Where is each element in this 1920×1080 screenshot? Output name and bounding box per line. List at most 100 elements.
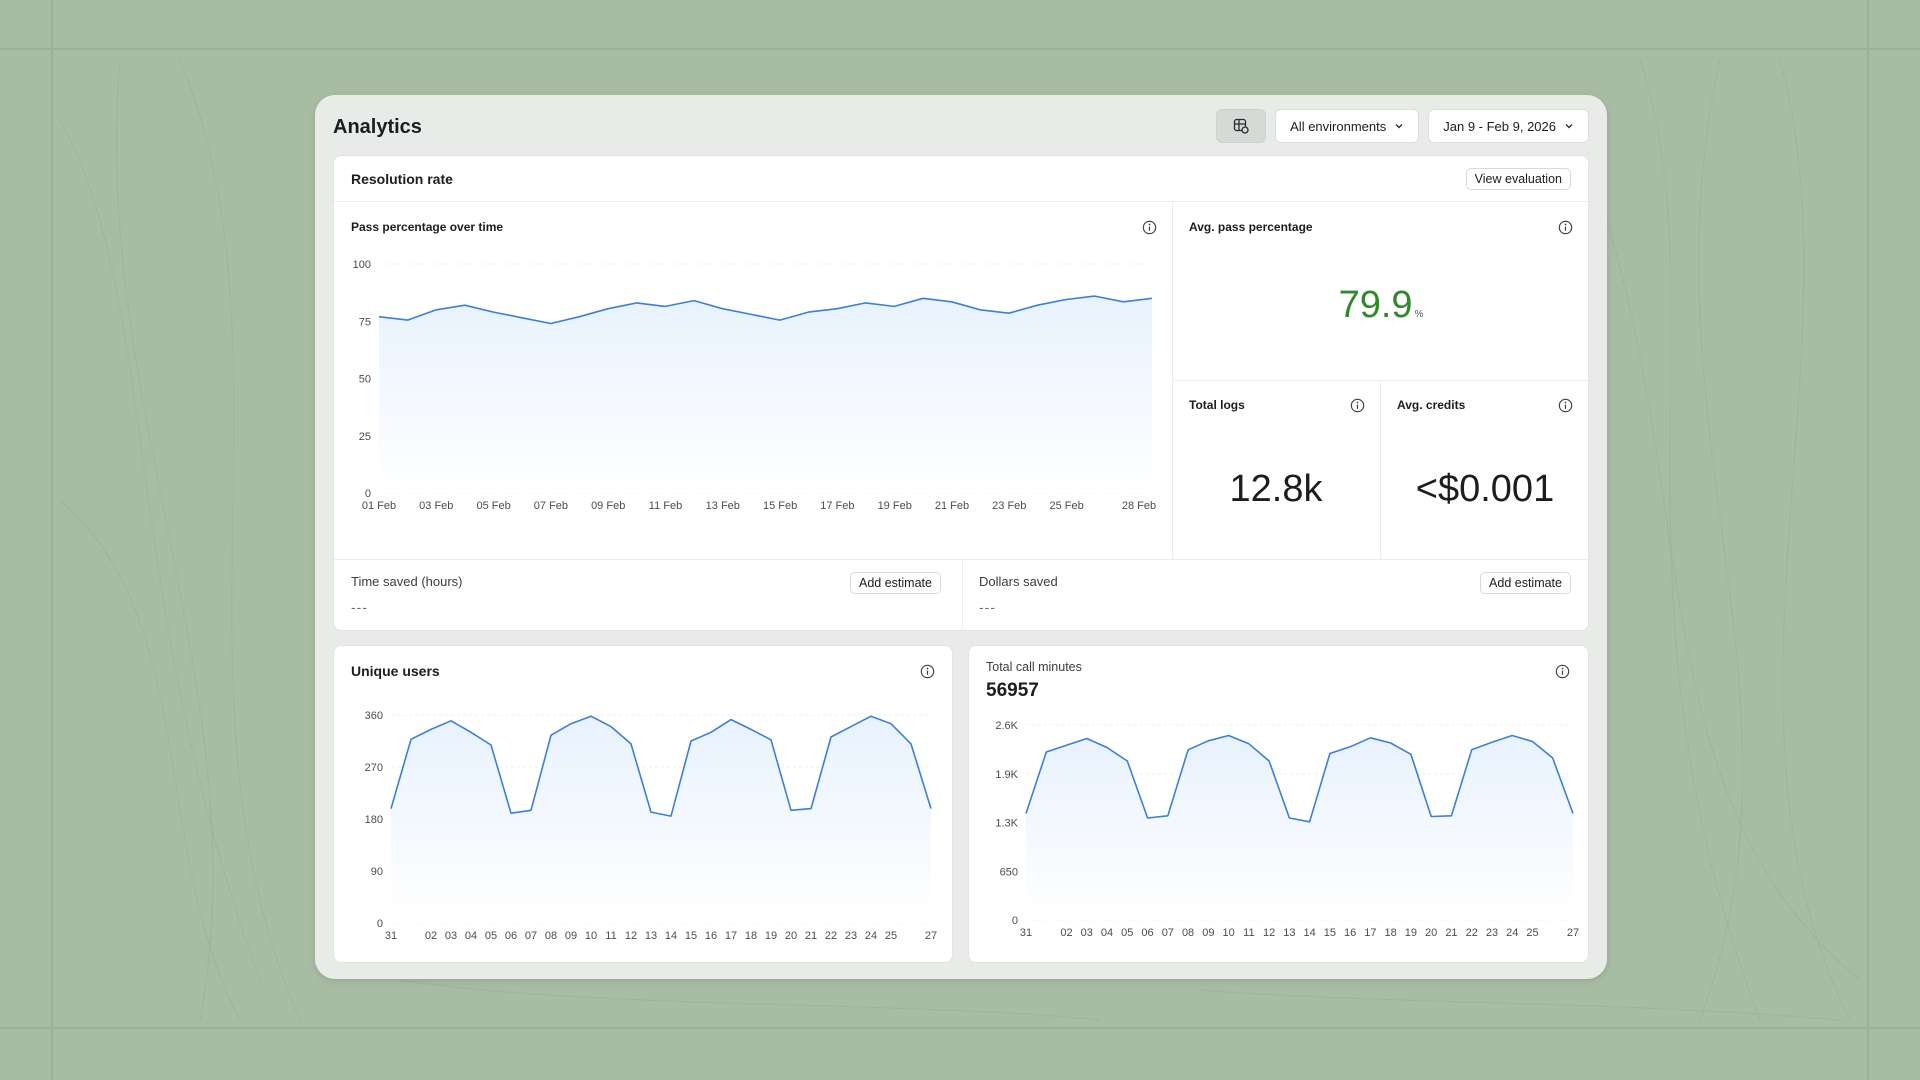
avg-credits-label: Avg. credits [1397,398,1466,412]
y-tick-label: 50 [359,374,371,386]
pass-percentage-chart: 0 25 50 75 100 01 Feb 03 Feb 05 Feb 07 Feb 09 Feb… [353,259,1156,512]
avg-pass-value: 79.9% [1172,284,1588,327]
add-time-estimate-button[interactable]: Add estimate [850,572,941,594]
x-tick-label: 21 Feb [935,500,969,512]
x-tick-label: 05 [485,930,497,942]
x-tick-label: 24 [1506,927,1518,939]
x-tick-label: 06 [505,930,517,942]
y-tick-label: 180 [365,814,383,826]
x-tick-label: 07 [525,930,537,942]
info-icon[interactable] [1142,220,1157,235]
y-tick-label: 25 [359,431,371,443]
x-tick-label: 25 Feb [1049,500,1083,512]
x-tick-label: 09 [565,930,577,942]
divider [1380,380,1381,559]
chevron-down-icon [1395,124,1403,129]
time-saved-value: --- [351,599,368,615]
x-tick-label: 08 [1182,927,1194,939]
table-filter-icon [1233,118,1249,134]
avg-pass-unit: % [1414,309,1424,320]
info-icon[interactable] [1555,664,1570,679]
unique-users-chart: 0 90 180 270 360 31 02 03 04 05 06 07 08 09 10 11 12 13 14… [365,710,937,942]
view-evaluation-button[interactable]: View evaluation [1465,168,1571,190]
x-tick-label: 31 [385,930,397,942]
x-tick-label: 22 [1466,927,1478,939]
y-tick-label: 1.9K [995,769,1018,781]
date-range-label: Jan 9 - Feb 9, 2026 [1443,118,1556,134]
x-tick-label: 13 Feb [706,500,740,512]
x-tick-label: 11 [1243,927,1254,939]
x-tick-label: 02 [425,930,437,942]
series-area [391,716,931,923]
page-title: Analytics [333,116,422,138]
x-tick-label: 20 [1425,927,1437,939]
x-tick-label: 07 [1162,927,1174,939]
table-filter-button[interactable] [1216,109,1267,143]
y-tick-label: 0 [1012,915,1018,927]
total-logs-value: 12.8k [1229,468,1323,510]
resolution-title: Resolution rate [351,171,453,187]
x-tick-label: 13 [1283,927,1295,939]
x-tick-label: 05 [1121,927,1133,939]
avg-pass-label: Avg. pass percentage [1189,220,1313,234]
x-tick-label: 23 Feb [992,500,1026,512]
x-tick-label: 21 [805,930,817,942]
y-tick-label: 360 [365,710,383,722]
resolution-rate-card: Resolution rate View evaluation Pass per… [333,155,1589,631]
x-tick-label: 05 Feb [476,500,510,512]
window-header: Analytics All environments Jan 9 - Feb 9… [333,109,1589,145]
x-tick-label: 28 Feb [1122,500,1156,512]
x-tick-label: 16 [705,930,717,942]
info-icon[interactable] [920,664,935,679]
x-tick-label: 23 [845,930,857,942]
x-tick-label: 11 Feb [649,500,682,512]
y-tick-label: 90 [371,866,383,878]
x-tick-label: 12 [625,930,637,942]
series-area [379,296,1152,493]
y-tick-label: 0 [365,488,371,500]
x-tick-label: 16 [1344,927,1356,939]
x-tick-label: 19 [1405,927,1417,939]
y-tick-label: 0 [377,918,383,930]
x-tick-label: 17 Feb [820,500,854,512]
dollars-saved-label: Dollars saved [979,574,1058,589]
x-tick-label: 25 [1526,927,1538,939]
unique-users-card: Unique users 0 90 180 270 360 31 02 03 04 05 06 07 0… [333,645,953,963]
y-tick-label: 1.3K [995,818,1018,830]
x-tick-label: 27 [925,930,937,942]
x-tick-label: 06 [1141,927,1153,939]
x-tick-label: 18 [745,930,757,942]
avg-credits-value: <$0.001 [1415,468,1555,510]
info-icon[interactable] [1558,220,1573,235]
x-tick-label: 17 [1364,927,1376,939]
call-minutes-chart: 0 650 1.3K 1.9K 2.6K 31 02 03 04 05 06 07 08 09 10 11 12… [995,720,1579,939]
x-tick-label: 24 [865,930,877,942]
x-tick-label: 15 [1324,927,1336,939]
x-tick-label: 20 [785,930,797,942]
avg-pass-number: 79.9 [1338,284,1413,326]
x-tick-label: 02 [1060,927,1072,939]
x-tick-label: 03 Feb [419,500,453,512]
x-tick-label: 31 [1020,927,1032,939]
x-tick-label: 18 [1385,927,1397,939]
divider [962,559,963,630]
x-tick-label: 15 Feb [763,500,797,512]
x-tick-label: 14 [665,930,677,942]
add-dollars-estimate-button[interactable]: Add estimate [1480,572,1571,594]
date-range-select[interactable]: Jan 9 - Feb 9, 2026 [1428,109,1589,143]
environment-select[interactable]: All environments [1275,109,1420,143]
analytics-window: Analytics All environments Jan 9 - Feb 9… [315,95,1607,979]
x-tick-label: 09 Feb [591,500,625,512]
y-tick-label: 650 [1000,866,1018,878]
x-tick-label: 21 [1445,927,1457,939]
series-area [1026,735,1573,920]
x-tick-label: 10 [1222,927,1234,939]
time-saved-label: Time saved (hours) [351,574,463,589]
x-tick-label: 04 [465,930,477,942]
x-tick-label: 03 [445,930,457,942]
info-icon[interactable] [1350,398,1365,413]
x-tick-label: 27 [1567,927,1579,939]
x-tick-label: 08 [545,930,557,942]
series-line [1025,734,1574,823]
info-icon[interactable] [1558,398,1573,413]
